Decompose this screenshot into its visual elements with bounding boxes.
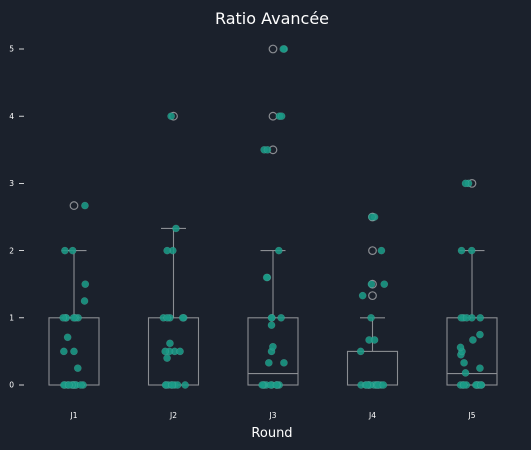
- data-point: [168, 381, 177, 389]
- data-point: [380, 280, 389, 289]
- data-point: [367, 280, 376, 289]
- data-point: [73, 364, 82, 373]
- data-point: [358, 291, 367, 300]
- data-point: [269, 342, 277, 351]
- data-point: [280, 358, 288, 367]
- data-point: [476, 330, 484, 339]
- data-point: [166, 339, 174, 348]
- x-tick-label: J1: [70, 411, 78, 420]
- box-group-J1: [48, 201, 100, 386]
- data-point: [467, 246, 476, 255]
- chart-title: Ratio Avancée: [215, 9, 329, 28]
- data-point: [258, 381, 266, 389]
- data-point: [370, 336, 379, 344]
- data-point: [161, 381, 170, 389]
- data-point: [267, 321, 276, 330]
- data-point: [69, 313, 78, 322]
- data-point: [181, 381, 190, 389]
- data-point: [64, 381, 73, 389]
- data-point: [81, 201, 89, 210]
- data-point: [460, 358, 468, 367]
- outlier-marker: [69, 201, 79, 210]
- y-tick-label: 0: [9, 381, 14, 390]
- x-tick-label: J3: [269, 411, 277, 420]
- data-point: [379, 381, 388, 389]
- data-point: [461, 369, 470, 377]
- data-point: [277, 313, 285, 322]
- box-group-J4: [346, 212, 399, 386]
- y-tick-label: 1: [9, 314, 14, 323]
- y-tick-label: 5: [9, 45, 14, 54]
- data-point: [461, 179, 470, 188]
- data-point: [457, 246, 466, 255]
- outlier-marker: [368, 246, 377, 256]
- box-group-J5: [446, 178, 498, 386]
- box: [346, 350, 399, 386]
- data-point: [272, 381, 281, 389]
- x-tick-label: J4: [368, 411, 376, 420]
- data-point: [163, 313, 172, 322]
- data-point: [367, 213, 376, 221]
- y-tick-label: 3: [9, 179, 14, 188]
- x-tick-label: J5: [468, 411, 476, 420]
- data-point: [70, 347, 78, 356]
- data-point: [76, 381, 85, 389]
- data-point: [277, 112, 286, 121]
- data-point: [68, 246, 77, 255]
- data-point: [163, 246, 172, 255]
- data-point: [476, 313, 485, 322]
- box: [446, 317, 498, 386]
- data-point: [80, 297, 89, 305]
- box-group-J3: [247, 44, 299, 386]
- x-axis-label: Round: [251, 426, 292, 441]
- y-tick-label: 2: [9, 246, 14, 255]
- data-point: [356, 347, 365, 356]
- data-point: [469, 336, 477, 344]
- data-point: [167, 112, 175, 121]
- boxes-layer: [48, 44, 498, 386]
- data-point: [456, 343, 465, 352]
- data-point: [63, 333, 72, 342]
- data-point: [59, 313, 68, 322]
- data-point: [367, 313, 375, 322]
- data-point: [267, 313, 276, 322]
- x-axis: J1 J2 J3 J4 J5: [70, 411, 476, 420]
- data-point: [263, 145, 272, 154]
- data-point: [279, 45, 288, 53]
- data-point: [264, 358, 273, 367]
- x-tick-label: J2: [169, 411, 177, 420]
- data-point: [477, 381, 485, 389]
- data-point: [363, 381, 371, 389]
- data-point: [161, 347, 170, 356]
- data-point: [462, 313, 471, 322]
- data-point: [377, 246, 386, 255]
- data-point: [262, 273, 271, 282]
- outlier-marker: [368, 291, 377, 301]
- data-point: [176, 347, 184, 356]
- data-point: [178, 313, 187, 322]
- data-point: [459, 381, 468, 389]
- data-point: [476, 364, 484, 373]
- y-tick-label: 4: [9, 112, 14, 121]
- points-layer: [59, 45, 486, 389]
- data-point: [274, 246, 283, 255]
- data-point: [61, 246, 69, 255]
- data-point: [163, 354, 171, 362]
- data-point: [81, 280, 90, 289]
- data-point: [59, 347, 68, 356]
- data-point: [172, 224, 180, 233]
- y-axis: 0 1 2 3 4 5: [9, 45, 24, 390]
- outlier-marker: [268, 44, 278, 54]
